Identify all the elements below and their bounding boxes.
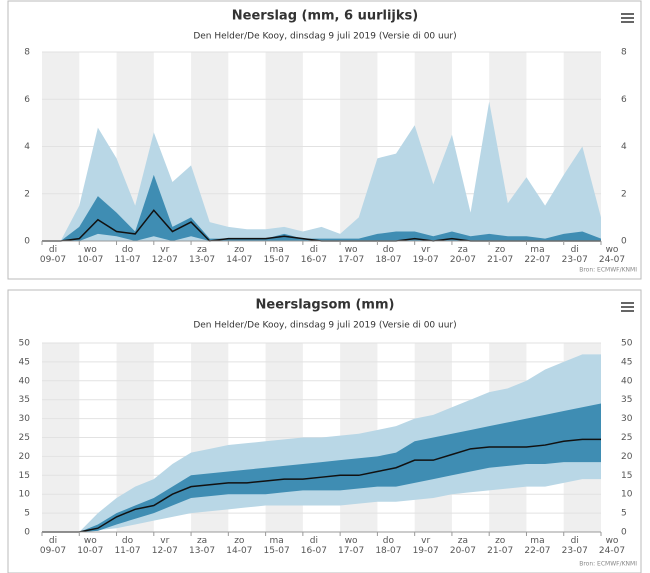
menu-bar	[621, 302, 634, 304]
x-tick-label: vr 19-07	[412, 245, 439, 265]
x-tick-label: za 20-07	[449, 536, 476, 556]
menu-bar	[621, 310, 634, 312]
chart-title: Neerslag (mm, 6 uurlijks)	[232, 9, 418, 24]
band	[42, 101, 601, 241]
menu-bar	[621, 306, 634, 308]
y-tick-label-right: 4	[621, 142, 627, 152]
y-tick-label-right: 8	[621, 48, 627, 58]
x-tick-label: vr 12-07	[151, 536, 178, 556]
x-tick-label: zo 14-07	[226, 245, 253, 265]
y-tick-label-right: 35	[621, 395, 632, 405]
x-tick-label: do 11-07	[114, 536, 141, 556]
x-tick-label: ma 15-07	[263, 536, 290, 556]
y-tick-label: 50	[19, 339, 31, 349]
y-tick-label-right: 20	[621, 452, 633, 462]
x-tick-label: di 16-07	[300, 245, 327, 265]
y-tick-label: 45	[19, 357, 30, 367]
x-tick-label: do 11-07	[114, 245, 141, 265]
y-tick-label-right: 6	[621, 95, 627, 105]
menu-bar	[621, 17, 634, 19]
chart-subtitle: Den Helder/De Kooy, dinsdag 9 juli 2019 …	[193, 321, 456, 331]
x-tick-label: zo 21-07	[487, 536, 514, 556]
chart-subtitle: Den Helder/De Kooy, dinsdag 9 juli 2019 …	[193, 32, 456, 42]
y-tick-label: 5	[24, 509, 30, 519]
x-tick-label: za 13-07	[188, 245, 216, 265]
x-tick-label: zo 14-07	[226, 536, 253, 556]
y-tick-label-right: 25	[621, 433, 632, 443]
y-tick-label: 10	[19, 490, 31, 500]
y-tick-label: 4	[24, 142, 30, 152]
y-tick-label-right: 0	[621, 528, 627, 538]
x-tick-label: vr 12-07	[151, 245, 178, 265]
y-tick-label-right: 2	[621, 189, 627, 199]
x-tick-label: di 23-07	[561, 245, 588, 265]
y-tick-label: 0	[24, 237, 30, 247]
y-tick-label: 40	[19, 376, 31, 386]
x-tick-label: di 23-07	[561, 536, 588, 556]
x-tick-label: ma 22-07	[524, 536, 551, 556]
y-tick-label: 25	[19, 433, 30, 443]
y-tick-label: 2	[24, 189, 30, 199]
y-tick-label: 0	[24, 528, 30, 538]
x-tick-label: wo 24-07	[598, 245, 626, 265]
y-tick-label: 6	[24, 95, 30, 105]
y-tick-label-right: 50	[621, 339, 633, 349]
band	[42, 403, 601, 532]
y-tick-label: 30	[19, 414, 31, 424]
y-tick-label: 20	[19, 452, 31, 462]
y-tick-label: 8	[24, 48, 30, 58]
x-tick-label: zo 21-07	[487, 245, 514, 265]
y-tick-label-right: 10	[621, 490, 633, 500]
x-tick-label: za 20-07	[449, 245, 476, 265]
x-tick-label: di 09-07	[39, 536, 67, 556]
chart-title: Neerslagsom (mm)	[256, 298, 395, 313]
y-tick-label-right: 45	[621, 357, 632, 367]
x-tick-label: wo 17-07	[338, 536, 365, 556]
x-tick-label: do 18-07	[375, 536, 402, 556]
x-tick-label: ma 15-07	[263, 245, 290, 265]
x-tick-label: wo 24-07	[598, 536, 626, 556]
menu-button[interactable]	[621, 302, 634, 312]
x-tick-label: ma 22-07	[524, 245, 551, 265]
y-tick-label-right: 0	[621, 237, 627, 247]
x-tick-label: wo 10-07	[77, 245, 104, 265]
y-tick-label-right: 30	[621, 414, 633, 424]
menu-button[interactable]	[621, 13, 634, 23]
x-tick-label: vr 19-07	[412, 536, 439, 556]
x-tick-label: za 13-07	[188, 536, 216, 556]
band	[42, 174, 601, 241]
x-tick-label: wo 10-07	[77, 536, 104, 556]
x-tick-label: di 16-07	[300, 536, 327, 556]
menu-bar	[621, 21, 634, 23]
y-tick-label-right: 15	[621, 471, 632, 481]
source: Bron: ECMWF/KNMI	[579, 561, 637, 568]
x-tick-label: di 09-07	[39, 245, 67, 265]
x-tick-label: wo 17-07	[338, 245, 365, 265]
y-tick-label-right: 5	[621, 509, 627, 519]
y-tick-label: 15	[19, 471, 30, 481]
menu-bar	[621, 13, 634, 15]
y-tick-label: 35	[19, 395, 30, 405]
y-tick-label-right: 40	[621, 376, 633, 386]
source: Bron: ECMWF/KNMI	[579, 267, 637, 274]
x-tick-label: do 18-07	[375, 245, 402, 265]
median-line	[42, 438, 601, 533]
